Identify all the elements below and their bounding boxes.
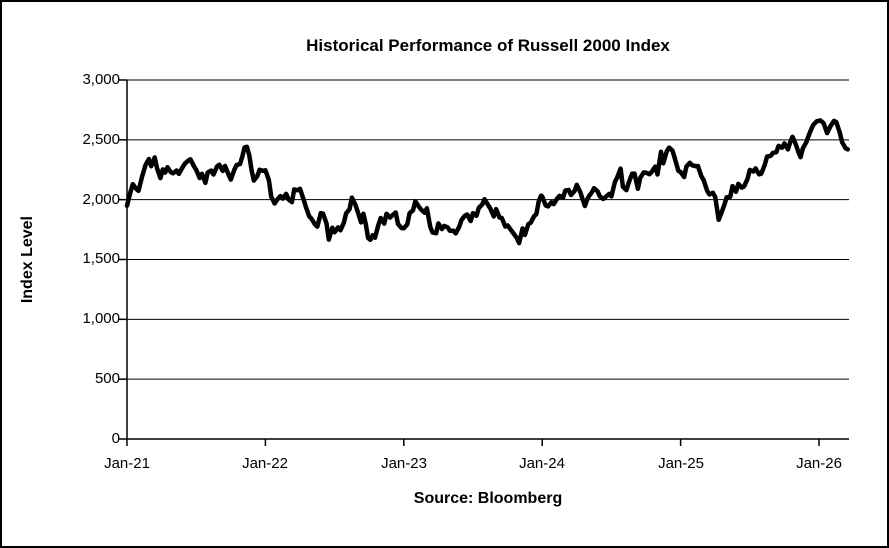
chart-title: Historical Performance of Russell 2000 I…: [306, 36, 670, 55]
source-caption: Source: Bloomberg: [413, 490, 563, 507]
x-tick-label: Jan-21: [104, 455, 150, 472]
index-level-line: [124, 118, 851, 246]
y-tick-label: 500: [94, 370, 120, 387]
y-tick-label: 1,500: [82, 250, 120, 267]
y-tick-label: 1,000: [82, 310, 120, 327]
y-tick-label: 0: [111, 430, 120, 447]
x-tick-label: Jan-23: [381, 455, 427, 472]
y-tick-label: 2,000: [82, 191, 120, 208]
x-tick-label: Jan-24: [519, 455, 565, 472]
x-tick-label: Jan-22: [242, 455, 288, 472]
y-tick-label: 2,500: [82, 131, 120, 148]
x-tick-label: Jan-25: [658, 455, 704, 472]
x-tick-label: Jan-26: [796, 455, 842, 472]
y-tick-label: 3,000: [82, 71, 120, 88]
